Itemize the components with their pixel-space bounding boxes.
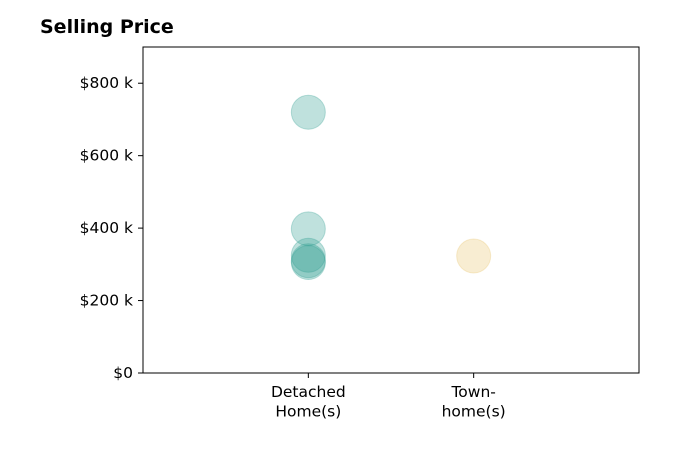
y-tick-label: $200 k bbox=[80, 292, 133, 310]
chart-title: Selling Price bbox=[40, 16, 174, 38]
x-tick-label: Detached Home(s) bbox=[271, 383, 346, 421]
data-point bbox=[290, 245, 326, 281]
data-point bbox=[290, 94, 326, 130]
y-tick-label: $400 k bbox=[80, 219, 133, 237]
plot-frame bbox=[142, 46, 640, 374]
y-tick-label: $800 k bbox=[80, 74, 133, 92]
data-point bbox=[290, 243, 326, 279]
y-tick-label: $0 bbox=[113, 364, 133, 382]
x-axis: Detached Home(s) Town-home(s) bbox=[271, 373, 506, 421]
data-points bbox=[290, 94, 492, 281]
data-point bbox=[290, 211, 326, 247]
y-tick-label: $600 k bbox=[80, 147, 133, 165]
data-point bbox=[456, 238, 492, 274]
data-point bbox=[290, 237, 326, 273]
x-tick-label: Town-home(s) bbox=[442, 383, 506, 421]
y-axis: $0 $200 k $400 k $600 k $800 k bbox=[80, 74, 143, 382]
